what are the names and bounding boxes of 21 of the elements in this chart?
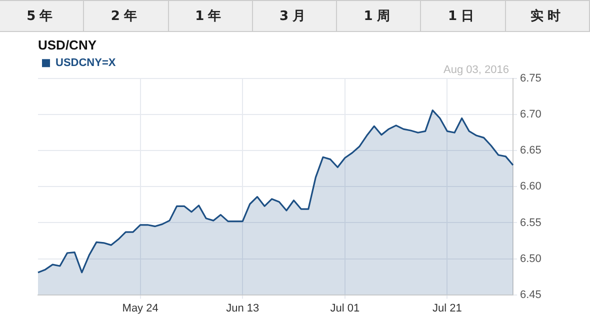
x-tick-label: Jul 01 bbox=[330, 302, 360, 314]
text: 3月 bbox=[252, 0, 338, 32]
y-tick-label: 6.45 bbox=[520, 288, 542, 301]
text: Aug 03, 2016 bbox=[444, 64, 509, 76]
y-tick-label: 6.55 bbox=[520, 216, 542, 229]
x-tick-label: May 24 bbox=[122, 302, 158, 314]
x-tick-label: Jun 13 bbox=[226, 302, 260, 314]
y-tick-label: 6.60 bbox=[520, 180, 542, 193]
y-tick-label: 6.50 bbox=[520, 252, 542, 265]
chart-title: USD/CNY bbox=[38, 37, 97, 52]
y-tick-label: 6.65 bbox=[520, 144, 542, 157]
text: 5年 bbox=[0, 0, 84, 32]
text: 1周 bbox=[337, 0, 422, 32]
legend-label: USDCNY=X bbox=[56, 57, 116, 70]
y-tick-label: 6.70 bbox=[520, 108, 542, 121]
text: 1年 bbox=[168, 0, 253, 32]
text: 2年 bbox=[84, 0, 169, 32]
y-tick-label: 6.75 bbox=[520, 72, 542, 85]
text: 1日 bbox=[421, 0, 506, 32]
text: 实时 bbox=[506, 0, 590, 32]
x-tick-label: Jul 21 bbox=[432, 302, 462, 314]
